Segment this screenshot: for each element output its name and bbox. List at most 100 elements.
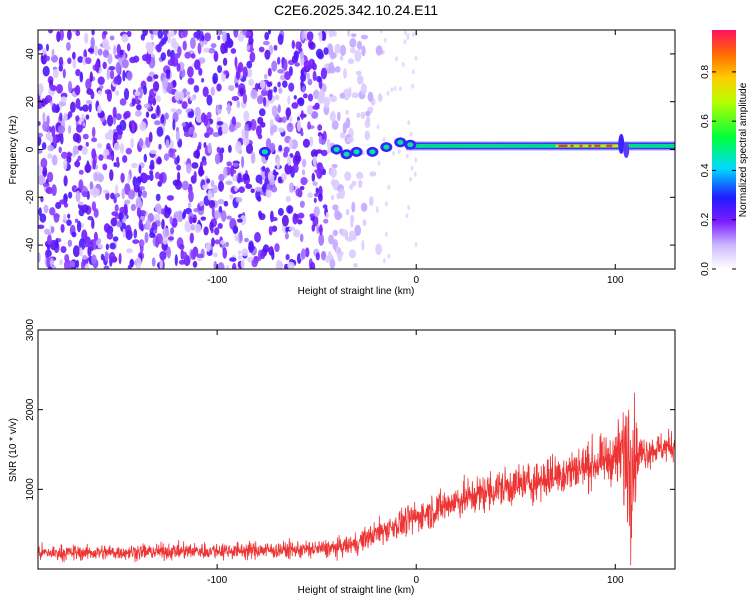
- spectrogram-speckle: [217, 262, 225, 269]
- spectrogram-speckle: [59, 112, 63, 122]
- spectrogram-speckle: [121, 188, 125, 200]
- spectrogram-speckle: [230, 165, 235, 177]
- spectrogram-speckle: [264, 49, 271, 60]
- spectrogram-speckle: [84, 242, 89, 248]
- spectrogram-speckle: [369, 171, 377, 177]
- spectrogram-speckle: [291, 40, 295, 49]
- spectrogram-speckle: [227, 102, 231, 115]
- spectrogram-speckle: [110, 192, 115, 200]
- signal-band-inner: [525, 143, 530, 148]
- spectrogram-ytick-label: -40: [25, 237, 36, 252]
- spectrogram-speckle: [160, 208, 165, 215]
- spectrogram-speckle: [45, 95, 53, 103]
- spectrogram-speckle: [42, 65, 50, 77]
- spectrogram-speckle: [272, 171, 279, 176]
- spectrogram-speckle: [122, 59, 129, 69]
- spectrogram-ytick-label: 40: [25, 48, 36, 60]
- spectrogram-speckle: [392, 151, 396, 156]
- spectrogram-speckle: [81, 260, 85, 269]
- spectrogram-speckle: [244, 123, 249, 131]
- spectrogram-speckle: [240, 87, 244, 97]
- spectrogram-speckle: [313, 206, 320, 217]
- spectrogram-speckle: [235, 141, 242, 154]
- spectrogram-speckle: [288, 82, 295, 92]
- spectrogram-speckle: [169, 216, 173, 225]
- spectrogram-speckle: [270, 216, 278, 222]
- spectrogram-speckle: [234, 234, 238, 242]
- spectrogram-speckle: [217, 198, 225, 205]
- spectrogram-speckle: [187, 66, 194, 78]
- spectrogram-speckle: [271, 60, 278, 72]
- spectrogram-speckle: [239, 215, 247, 226]
- spectrogram-speckle: [47, 144, 54, 152]
- spectrogram-speckle: [45, 249, 49, 259]
- spectrogram-speckle: [297, 97, 305, 107]
- spectrogram-speckle: [234, 56, 238, 68]
- spectrogram-speckle: [382, 258, 386, 264]
- spectrogram-speckle: [325, 103, 329, 109]
- spectrogram-speckle: [132, 176, 138, 187]
- spectrogram-speckle: [247, 68, 253, 78]
- signal-band-inner: [552, 143, 557, 148]
- spectrogram-speckle: [196, 253, 204, 258]
- spectrogram-speckle: [108, 66, 116, 71]
- spectrogram-speckle: [198, 169, 205, 176]
- spectrogram-speckle: [221, 210, 227, 222]
- spectrogram-speckle: [131, 162, 138, 169]
- spectrogram-speckle: [180, 251, 188, 259]
- spectrogram-speckle: [192, 260, 198, 268]
- spectrogram-speckle: [260, 252, 265, 260]
- signal-band-core: [600, 144, 605, 148]
- spectrogram-speckle: [159, 259, 163, 269]
- spectrogram-speckle: [71, 231, 77, 238]
- spectrogram-speckle: [317, 124, 323, 131]
- spectrogram-speckle: [57, 125, 66, 134]
- signal-band-core: [603, 144, 608, 148]
- spectrogram-speckle: [390, 87, 394, 93]
- signal-band-inner: [519, 143, 524, 148]
- spectrogram-speckle: [313, 197, 317, 203]
- spectrogram-speckle: [112, 106, 117, 118]
- spectrogram-speckle: [328, 250, 332, 260]
- signal-band-inner: [415, 143, 420, 148]
- spectrogram-speckle: [316, 75, 322, 83]
- spectrogram-speckle: [113, 142, 120, 151]
- spectrogram-speckle: [163, 35, 168, 42]
- spectrogram-speckle: [259, 79, 266, 89]
- spectrogram-speckle: [317, 92, 325, 104]
- spectrogram-speckle: [119, 143, 125, 154]
- snr-marks: [38, 392, 675, 566]
- spectrogram-speckle: [383, 37, 387, 43]
- spectrogram-speckle: [190, 37, 196, 49]
- spectrogram-speckle: [51, 184, 57, 197]
- spectrogram-speckle: [38, 86, 43, 97]
- spectrogram-speckle: [319, 224, 323, 236]
- spectrogram-speckle: [193, 150, 201, 159]
- spectrogram-speckle: [191, 162, 199, 169]
- spectrogram-speckle: [206, 111, 212, 119]
- spectrogram-speckle: [203, 47, 210, 53]
- spectrogram-speckle: [156, 43, 162, 53]
- spectrogram-speckle: [242, 93, 248, 104]
- spectrogram-speckle: [157, 156, 162, 165]
- signal-band-inner: [639, 143, 644, 148]
- spectrogram-speckle: [328, 234, 335, 245]
- spectrogram-speckle: [50, 100, 54, 106]
- spectrogram-speckle: [385, 231, 388, 237]
- signal-band-inner: [510, 143, 515, 148]
- spectrogram-speckle: [179, 243, 185, 250]
- spectrogram-speckle: [42, 112, 46, 124]
- spectrogram-speckle: [91, 254, 97, 265]
- spectrogram-speckle: [109, 242, 116, 250]
- spectrogram-speckle: [318, 135, 323, 145]
- spectrogram-speckle: [38, 164, 42, 176]
- spectrogram-xtick-label: 100: [607, 275, 624, 286]
- spectrogram-speckle: [131, 98, 136, 107]
- spectrogram-speckle: [351, 201, 356, 213]
- spectrogram-speckle: [102, 189, 110, 194]
- spectrogram-speckle: [292, 163, 299, 173]
- signal-band-inner: [546, 143, 551, 148]
- spectrogram-speckle: [300, 73, 307, 82]
- signal-blob-core: [383, 144, 390, 150]
- spectrogram-speckle: [176, 164, 182, 171]
